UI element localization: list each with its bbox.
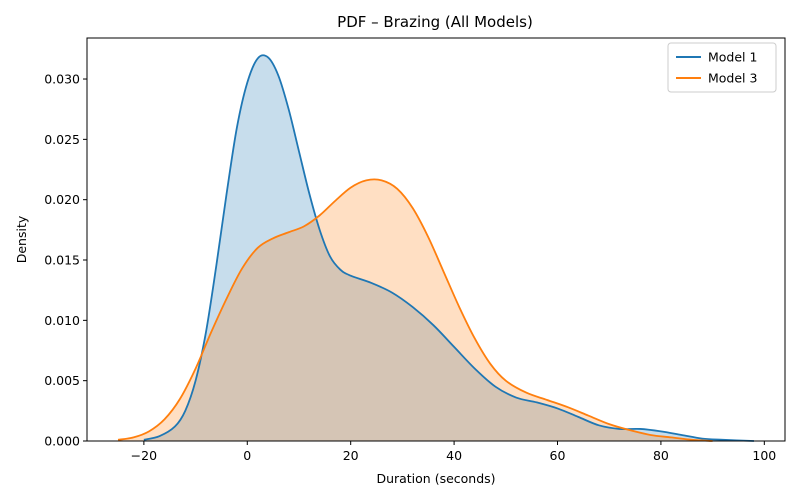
- y-tick-label: 0.000: [44, 434, 80, 449]
- legend-label-2: Model 3: [708, 71, 757, 86]
- x-tick-label: 100: [752, 448, 776, 463]
- plot-frame: [86, 37, 786, 442]
- chart-title: PDF – Brazing (All Models): [337, 13, 533, 31]
- density-lines: [117, 54, 755, 442]
- series-area-1: [143, 55, 754, 442]
- y-tick-label: 0.005: [44, 373, 80, 388]
- x-tick-label: 40: [446, 448, 462, 463]
- y-tick-label: 0.030: [44, 72, 80, 87]
- y-axis-ticks: 0.000 0.005 0.010 0.015 0.020 0.025 0.030: [44, 72, 87, 449]
- legend-box: [667, 42, 777, 93]
- x-tick-label: 60: [550, 448, 566, 463]
- series-line-2: [117, 178, 713, 442]
- y-tick-label: 0.025: [44, 132, 80, 147]
- y-tick-label: 0.015: [44, 253, 80, 268]
- y-axis-label: Density: [14, 215, 29, 263]
- series-line-1: [143, 54, 755, 442]
- x-axis-ticks: −20 0 20 40 60 80 100: [131, 441, 776, 463]
- x-tick-label: 0: [243, 448, 251, 463]
- legend-label-1: Model 1: [708, 50, 757, 65]
- y-tick-label: 0.010: [44, 313, 80, 328]
- x-tick-label: 20: [343, 448, 359, 463]
- x-tick-label: 80: [653, 448, 669, 463]
- x-tick-label: −20: [131, 448, 157, 463]
- x-axis-label: Duration (seconds): [376, 471, 495, 486]
- legend: Model 1 Model 3: [667, 42, 777, 93]
- y-tick-label: 0.020: [44, 192, 80, 207]
